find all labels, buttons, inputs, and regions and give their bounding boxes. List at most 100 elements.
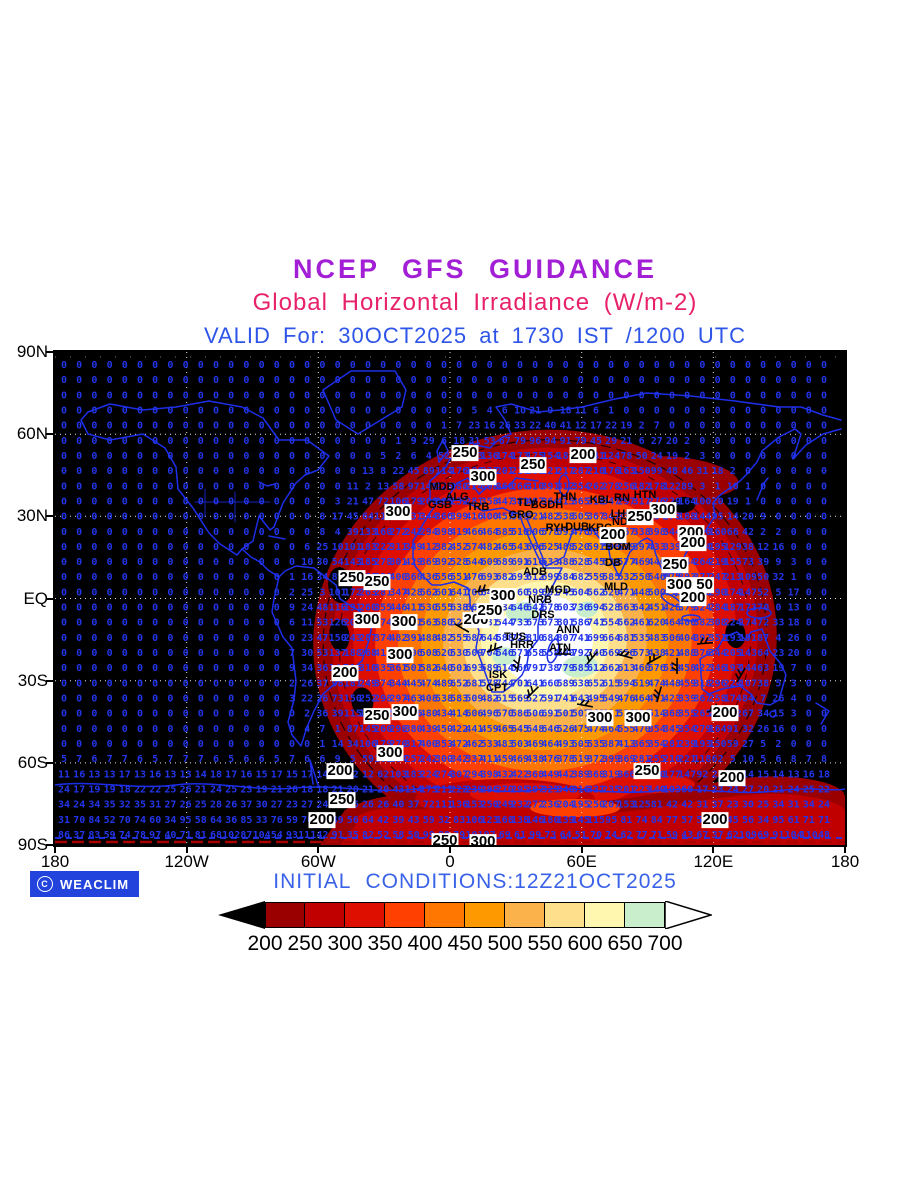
grid-value: 652 xyxy=(450,678,468,689)
grid-value: 38 xyxy=(757,678,769,689)
grid-value: 126 xyxy=(329,618,347,629)
grid-value: 74 xyxy=(119,830,131,841)
grid-value: 95 xyxy=(180,815,192,826)
wind-barb xyxy=(526,685,540,699)
grid-value: 1 xyxy=(745,481,751,492)
grid-value: 37 xyxy=(73,830,85,841)
grid-value: 495 xyxy=(587,694,605,705)
grid-value: 0 xyxy=(152,421,158,432)
grid-value: 26 xyxy=(316,694,328,705)
grid-value: 264 xyxy=(693,557,711,568)
grid-value: 62 xyxy=(727,830,739,841)
grid-value: 12 xyxy=(757,542,769,553)
grid-value: 0 xyxy=(456,360,462,371)
grid-value: 26 xyxy=(757,724,769,735)
grid-value: 555 xyxy=(435,603,453,614)
grid-value: 699 xyxy=(587,633,605,644)
grid-value: 0 xyxy=(715,390,721,401)
grid-value: 466 xyxy=(465,527,483,538)
grid-value: 0 xyxy=(380,390,386,401)
grid-value: 0 xyxy=(228,421,234,432)
grid-value: 297 xyxy=(617,496,635,507)
grid-value: 45 xyxy=(727,815,739,826)
grid-value: 40 xyxy=(392,800,404,811)
grid-value: 510 xyxy=(511,527,529,538)
grid-value: 471 xyxy=(648,694,666,705)
grid-value: 436 xyxy=(420,572,438,583)
grid-value: 633 xyxy=(541,557,559,568)
grid-value: 193 xyxy=(724,633,742,644)
grid-value: 0 xyxy=(137,405,143,416)
colorbar-segment xyxy=(265,902,305,928)
grid-value: 0 xyxy=(152,360,158,371)
grid-value: 0 xyxy=(821,663,827,674)
grid-value: 0 xyxy=(775,512,781,523)
grid-value: 0 xyxy=(274,375,280,386)
grid-value: 658 xyxy=(526,648,544,659)
grid-value: 150 xyxy=(344,694,362,705)
grid-value: 459 xyxy=(496,754,514,765)
grid-value: 0 xyxy=(228,496,234,507)
grid-value: 0 xyxy=(122,375,128,386)
grid-value: 414 xyxy=(450,709,468,720)
grid-value: 0 xyxy=(730,390,736,401)
grid-value: 26 xyxy=(180,784,192,795)
grid-value: 0 xyxy=(289,739,295,750)
grid-value: 0 xyxy=(274,572,280,583)
grid-value: 1 xyxy=(335,724,341,735)
grid-value: 0 xyxy=(806,451,812,462)
grid-value: 0 xyxy=(821,678,827,689)
contour-value-label: 200 xyxy=(599,527,627,543)
grid-value: 563 xyxy=(420,618,438,629)
grid-value: 0 xyxy=(350,390,356,401)
lat-tick-label: EQ xyxy=(2,589,48,609)
grid-value: 580 xyxy=(435,618,453,629)
grid-value: 0 xyxy=(274,496,280,507)
grid-value: 0 xyxy=(259,405,265,416)
grid-value: 14 xyxy=(727,512,739,523)
grid-value: 663 xyxy=(465,603,483,614)
grid-value: 70 xyxy=(301,815,313,826)
contour-value-label: 300 xyxy=(391,704,419,720)
grid-value: 26 xyxy=(180,800,192,811)
grid-value: 0 xyxy=(228,481,234,492)
grid-value: 0 xyxy=(304,466,310,477)
grid-value: 0 xyxy=(91,587,97,598)
grid-value: 0 xyxy=(137,466,143,477)
grid-value: 0 xyxy=(167,466,173,477)
grid-value: 92 xyxy=(696,769,708,780)
grid-value: 0 xyxy=(167,542,173,553)
grid-value: 296 xyxy=(709,678,727,689)
grid-value: 0 xyxy=(183,436,189,447)
grid-value: 0 xyxy=(791,421,797,432)
grid-value: 0 xyxy=(684,405,690,416)
grid-value: 115 xyxy=(587,815,605,826)
grid-value: 8 xyxy=(791,754,797,765)
grid-value: 651 xyxy=(541,587,559,598)
grid-value: 339 xyxy=(678,694,696,705)
grid-value: 738 xyxy=(541,663,559,674)
grid-value: 0 xyxy=(806,375,812,386)
grid-value: 0 xyxy=(183,481,189,492)
colorbar-tick: 600 xyxy=(567,932,602,956)
grid-value: 0 xyxy=(806,739,812,750)
grid-value: 0 xyxy=(380,421,386,432)
grid-value: 0 xyxy=(91,648,97,659)
grid-value: 111 xyxy=(298,830,316,841)
colorbar-segment xyxy=(505,902,545,928)
lat-tick-mark xyxy=(46,679,54,682)
grid-value: 16 xyxy=(772,724,784,735)
grid-value: 0 xyxy=(213,572,219,583)
grid-value: 242 xyxy=(405,527,423,538)
grid-value: 23 xyxy=(240,784,252,795)
grid-value: 16 xyxy=(73,769,85,780)
grid-value: 736 xyxy=(572,603,590,614)
grid-value: 0 xyxy=(243,421,249,432)
grid-value: 7 xyxy=(107,754,113,765)
valid-time-line: VALID For: 30OCT2025 at 1730 IST /1200 U… xyxy=(50,323,900,349)
grid-value: 15 xyxy=(256,769,268,780)
grid-value: 488 xyxy=(678,648,696,659)
grid-value: 0 xyxy=(289,481,295,492)
grid-value: 0 xyxy=(289,542,295,553)
grid-value: 297 xyxy=(526,784,544,795)
